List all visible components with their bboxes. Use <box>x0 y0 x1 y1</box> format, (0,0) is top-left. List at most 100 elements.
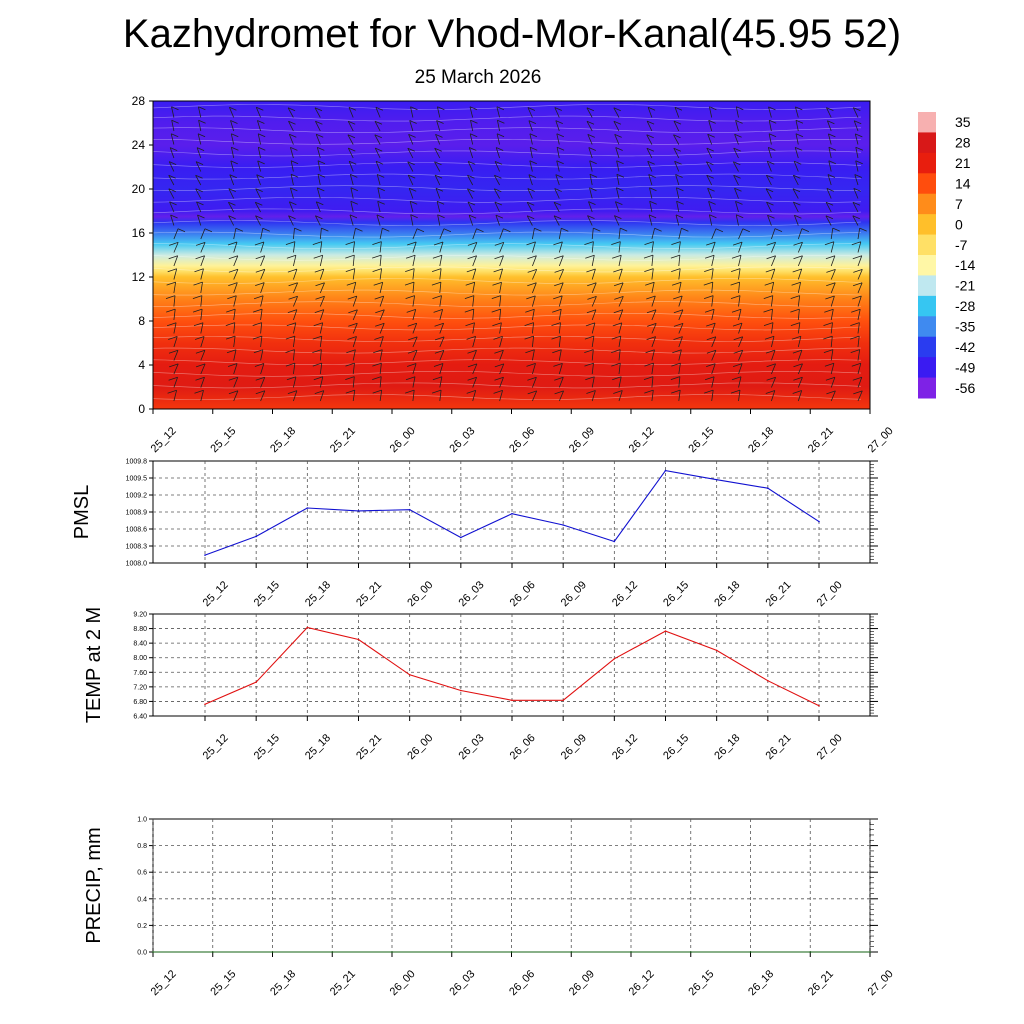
y-tick-label: 0.2 <box>137 923 147 930</box>
data-point <box>511 951 513 953</box>
y-axis-label: TEMP at 2 M <box>83 607 105 723</box>
panel-precip-mm: 0.00.20.40.60.81.025_12 25_15 25_18 25_21 26… <box>83 817 896 999</box>
y-tick-label: 1008.9 <box>126 510 148 517</box>
x-tick-label: 26_03 <box>447 968 477 998</box>
x-tick-label: 26_03 <box>456 732 486 762</box>
colorbar-segment <box>918 275 936 296</box>
x-tick-label: 25_15 <box>208 968 238 998</box>
x-tick-label: 25_18 <box>303 732 333 762</box>
x-tick-label: 26_03 <box>456 579 486 609</box>
x-tick-label: 26_18 <box>746 968 776 998</box>
y-axis-label: PRECIP, mm <box>83 827 105 943</box>
data-point <box>204 704 206 706</box>
panel-pmsl: 1008.01008.31008.61008.91009.21009.51009… <box>71 459 878 610</box>
data-point <box>212 951 214 953</box>
data-point <box>810 951 812 953</box>
colorbar-label: 21 <box>955 155 971 171</box>
y-tick-label: 20 <box>132 182 146 196</box>
x-tick-label: 26_21 <box>806 968 836 998</box>
x-tick-label: 26_21 <box>763 732 793 762</box>
colorbar-segment <box>918 337 936 358</box>
data-point <box>204 554 206 556</box>
data-point <box>614 658 616 660</box>
x-tick-label: 27_00 <box>815 732 845 762</box>
colorbar-label: -14 <box>955 257 975 273</box>
data-point <box>409 674 411 676</box>
data-point <box>571 951 573 953</box>
data-point <box>460 537 462 539</box>
data-point <box>630 951 632 953</box>
x-tick-label: 26_15 <box>661 732 691 762</box>
colorbar-segment <box>918 357 936 378</box>
data-point <box>767 487 769 489</box>
data-point <box>716 479 718 481</box>
x-tick-label: 26_09 <box>559 732 589 762</box>
data-point <box>818 521 820 523</box>
y-tick-label: 9.20 <box>133 612 147 619</box>
x-tick-label: 27_00 <box>815 579 845 609</box>
y-tick-label: 24 <box>132 138 146 152</box>
x-tick-label: 27_00 <box>866 425 896 455</box>
x-tick-label: 26_06 <box>508 579 538 609</box>
colorbar-label: -21 <box>955 278 975 294</box>
heatmap-field <box>153 101 870 409</box>
y-tick-label: 1.0 <box>137 817 147 824</box>
x-tick-label: 26_03 <box>447 425 477 455</box>
x-tick-label: 26_00 <box>405 579 435 609</box>
data-point <box>255 536 257 538</box>
y-tick-label: 6.40 <box>133 714 147 721</box>
x-tick-label: 25_15 <box>252 579 282 609</box>
x-tick-label: 25_18 <box>268 968 298 998</box>
data-point <box>869 951 871 953</box>
y-tick-label: 0.4 <box>137 896 147 903</box>
x-tick-label: 26_18 <box>712 732 742 762</box>
colorbar-segment <box>918 378 936 399</box>
colorbar-segment <box>918 255 936 276</box>
x-tick-label: 26_15 <box>686 425 716 455</box>
x-tick-label: 26_21 <box>806 425 836 455</box>
x-tick-label: 26_21 <box>763 579 793 609</box>
x-tick-label: 25_21 <box>354 732 384 762</box>
y-tick-label: 8.00 <box>133 655 147 662</box>
data-point <box>614 541 616 543</box>
data-point <box>665 630 667 632</box>
data-point <box>460 690 462 692</box>
colorbar-label: -42 <box>955 339 975 355</box>
x-tick-label: 26_00 <box>388 425 418 455</box>
colorbar-segment <box>918 316 936 337</box>
data-point <box>690 951 692 953</box>
y-tick-label: 8 <box>138 314 145 328</box>
y-tick-label: 8.40 <box>133 641 147 648</box>
x-tick-label: 26_09 <box>567 968 597 998</box>
y-tick-label: 1009.8 <box>126 459 148 466</box>
y-tick-label: 1008.0 <box>126 561 148 568</box>
y-tick-label: 1008.6 <box>126 527 148 534</box>
x-tick-label: 25_12 <box>149 968 179 998</box>
x-tick-label: 26_18 <box>712 579 742 609</box>
y-tick-label: 4 <box>138 358 145 372</box>
x-tick-label: 26_06 <box>507 425 537 455</box>
y-tick-label: 0.6 <box>137 870 147 877</box>
data-point <box>750 951 752 953</box>
x-tick-label: 26_12 <box>610 732 640 762</box>
y-tick-label: 1009.2 <box>126 493 148 500</box>
data-point <box>767 680 769 682</box>
y-tick-label: 7.60 <box>133 670 147 677</box>
colorbar-segment <box>918 112 936 133</box>
y-tick-label: 0 <box>138 402 145 416</box>
colorbar-segment <box>918 132 936 153</box>
y-tick-label: 12 <box>132 270 146 284</box>
data-point <box>562 524 564 526</box>
data-point <box>409 509 411 511</box>
colorbar-segment <box>918 296 936 317</box>
panel-temp-at-2-m: 6.406.807.207.608.008.408.809.2025_12 25_… <box>83 607 878 762</box>
colorbar-segment <box>918 235 936 256</box>
x-tick-label: 25_21 <box>328 968 358 998</box>
x-tick-label: 26_06 <box>507 968 537 998</box>
colorbar-segment <box>918 214 936 235</box>
data-point <box>716 650 718 652</box>
x-tick-label: 26_12 <box>610 579 640 609</box>
y-tick-label: 16 <box>132 226 146 240</box>
colorbar-label: -28 <box>955 298 975 314</box>
